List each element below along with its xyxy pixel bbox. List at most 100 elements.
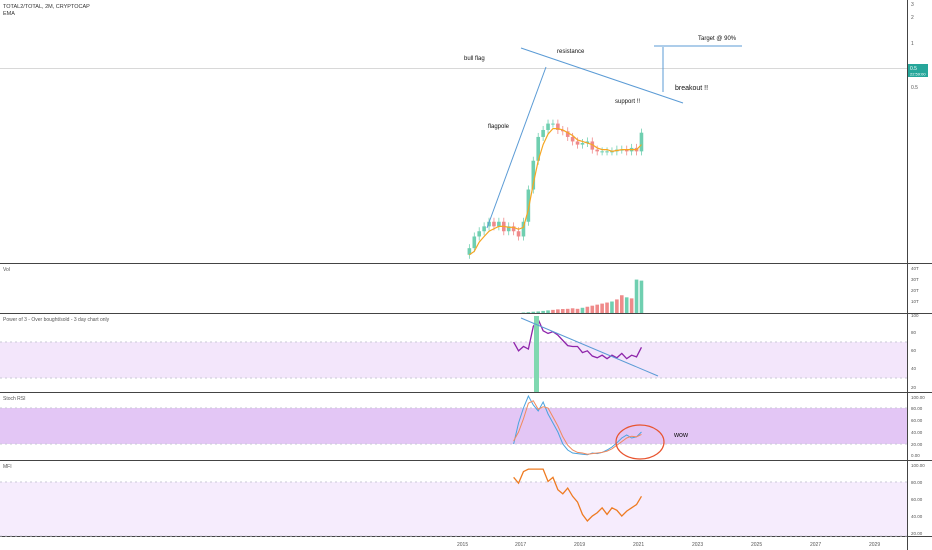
volume-bar: [560, 309, 565, 313]
candle-body: [570, 136, 575, 142]
volume-bar: [585, 306, 590, 313]
time-tick: 2023: [692, 542, 703, 548]
time-tick: 2017: [515, 542, 526, 548]
candle-body: [551, 123, 555, 125]
candle-body: [565, 131, 570, 137]
price-tick: 3: [911, 2, 914, 8]
power-panel-title: Power of 3 - Over bought/sold - 3 day ch…: [3, 317, 110, 323]
price-tick: 1: [911, 41, 914, 47]
mfi-tick: 40.00: [911, 514, 923, 519]
volume-bar: [629, 298, 634, 313]
candle-body: [487, 221, 491, 227]
candle-body: [497, 221, 501, 227]
volume-bar: [531, 311, 536, 313]
volume-bar: [615, 299, 619, 313]
candle-body: [600, 151, 604, 153]
mfi-tick: 80.00: [911, 480, 923, 485]
annotation-target: Target @ 90%: [698, 36, 737, 42]
price-tag-value: 0.5: [910, 66, 917, 72]
dashed-levels: [0, 341, 907, 537]
annotation-flagpole: flagpole: [488, 124, 510, 130]
price-tick: 2: [911, 15, 914, 21]
volume-bar: [546, 310, 550, 313]
power-tick: 100: [911, 313, 919, 318]
stoch-tick: 80.00: [911, 406, 923, 411]
vol-axis: 40T 30T 20T 10T: [911, 266, 919, 304]
volume-bar: [541, 310, 545, 313]
candle-body: [506, 226, 511, 232]
candle-body: [575, 141, 580, 145]
chart-symbol: TOTAL2/TOTAL, 2M, CRYPTOCAP: [3, 4, 90, 10]
annotation-support: support !!: [615, 99, 640, 105]
volume-bar: [565, 308, 570, 313]
volume-bar: [610, 301, 614, 313]
candle-body: [536, 136, 541, 161]
power-band: [0, 342, 907, 378]
volume-bar: [551, 309, 555, 313]
time-tick: 2021: [633, 542, 644, 548]
candle-body: [477, 231, 482, 237]
candle-body: [639, 132, 644, 152]
volume-bar: [639, 280, 644, 313]
stoch-tick: 0.00: [911, 453, 920, 458]
candle-body: [531, 160, 536, 190]
drawings: [486, 45, 742, 460]
annotation-breakout: breakout !!: [675, 85, 708, 92]
mfi-tick: 20.00: [911, 531, 923, 536]
volume-bar: [624, 297, 629, 313]
mfi-panel-title: MFI: [3, 464, 12, 470]
candle-body: [624, 149, 629, 152]
annotation-resistance: resistance: [557, 49, 585, 55]
time-tick: 2025: [751, 542, 762, 548]
candle-body: [590, 141, 595, 150]
candle-body: [482, 226, 486, 232]
volume-bar: [595, 304, 600, 313]
power-trendline: [520, 317, 659, 377]
time-tick: 2029: [869, 542, 880, 548]
indicator-bands: [0, 342, 907, 536]
volume-bar: [536, 311, 541, 313]
time-tick: 2019: [574, 542, 585, 548]
volume-bar: [575, 308, 580, 313]
chart-indicator: EMA: [3, 11, 15, 17]
power-axis: 100 80 60 40 20: [911, 313, 919, 390]
ema-line: [469, 128, 642, 256]
power-spike-bar: [534, 316, 539, 392]
volume-bar: [600, 303, 604, 313]
stoch-k-line: [513, 394, 642, 456]
volume-bar: [526, 312, 531, 313]
candle-body: [585, 141, 590, 144]
volume-bar: [521, 312, 526, 313]
candle-body: [580, 143, 585, 145]
candle-body: [472, 236, 477, 249]
candle-body: [516, 231, 521, 237]
time-tick: 2015: [457, 542, 468, 548]
volume-bar: [570, 308, 575, 313]
time-axis: 2015 2017 2019 2021 2023 2025 2027 2029: [457, 542, 880, 548]
flagpole-line: [486, 66, 547, 229]
time-tick: 2027: [810, 542, 821, 548]
vol-tick: 10T: [911, 299, 919, 304]
price-axis: 3 2 1 0.5 0.5 22:59:00: [908, 2, 928, 91]
stoch-tick: 60.00: [911, 418, 923, 423]
stoch-tick: 40.00: [911, 430, 923, 435]
candle-body: [526, 189, 531, 222]
power-tick: 60: [911, 348, 917, 353]
price-tick: 0.5: [911, 85, 918, 91]
resistance-line: [520, 47, 684, 104]
candles: [467, 119, 644, 259]
power-tick: 40: [911, 366, 917, 371]
stoch-tick: 20.00: [911, 442, 923, 447]
mfi-axis: 100.00 80.00 60.00 40.00 20.00: [911, 463, 925, 536]
stoch-d-line: [513, 400, 642, 455]
candle-body: [546, 123, 550, 130]
vol-panel-title: Vol: [3, 267, 10, 273]
mfi-tick: 100.00: [911, 463, 925, 468]
stoch-panel-title: Stoch RSI: [3, 396, 26, 402]
candle-body: [521, 221, 526, 237]
volume-bar: [556, 309, 560, 313]
volume-bar: [634, 279, 639, 313]
vol-tick: 40T: [911, 266, 919, 271]
mfi-tick: 60.00: [911, 497, 923, 502]
candle-body: [541, 129, 545, 137]
